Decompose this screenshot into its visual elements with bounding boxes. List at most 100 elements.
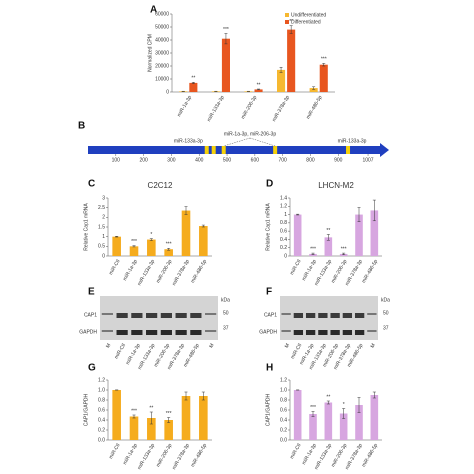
y-tick-label: 10000 xyxy=(155,76,169,82)
bar xyxy=(199,396,208,440)
x-tick-label: miR-486-5p xyxy=(361,258,379,284)
error-bar xyxy=(224,33,228,45)
y-tick-label: 0 xyxy=(284,253,287,259)
y-tick-label: 0.6 xyxy=(98,407,105,413)
blot-row-label: GAPDH xyxy=(259,329,277,335)
blot-band xyxy=(342,313,353,318)
y-axis-label: Relative Cap1 mRNA xyxy=(83,203,89,251)
error-bar xyxy=(201,391,205,401)
significance: ** xyxy=(326,394,330,400)
x-tick-label: miR-133a-3p xyxy=(137,442,157,470)
marker-label: 50 xyxy=(383,310,389,316)
y-tick-label: 1.4 xyxy=(280,195,287,201)
bar xyxy=(254,89,263,92)
x-tick-label: miR-206-3p xyxy=(155,442,173,468)
y-axis-label: CAP1/GAPDH xyxy=(265,393,271,426)
y-tick-label: 0.2 xyxy=(98,427,105,433)
blot-band xyxy=(175,330,187,335)
scale-label: 500 xyxy=(223,157,232,163)
bar xyxy=(147,239,156,256)
bar xyxy=(293,214,302,256)
error-bar xyxy=(357,207,361,222)
bar xyxy=(164,249,173,256)
error-bar xyxy=(279,67,283,73)
y-tick-label: 0.0 xyxy=(280,437,287,443)
blot-band xyxy=(293,313,304,318)
x-tick-label: miR-133a-3p xyxy=(137,258,157,286)
error-bar xyxy=(296,213,300,216)
error-bar xyxy=(326,400,330,405)
lane-label: M xyxy=(284,343,291,350)
panel-letter: A xyxy=(150,5,157,16)
blot-band xyxy=(354,330,365,335)
x-tick-label: miR-1a-3p xyxy=(122,258,139,281)
bar xyxy=(293,390,302,440)
marker-label: 50 xyxy=(223,310,229,316)
error-bar xyxy=(372,199,376,222)
significance: * xyxy=(343,402,345,408)
blot-band xyxy=(205,313,217,315)
scale-label: 700 xyxy=(278,157,287,163)
panel-letter: H xyxy=(266,363,273,374)
panel-letter: F xyxy=(266,287,272,298)
y-tick-label: 2.5 xyxy=(98,205,105,211)
error-bar xyxy=(149,238,153,241)
kda-label: kDa xyxy=(221,297,230,303)
bar xyxy=(147,418,156,440)
y-tick-label: 30000 xyxy=(155,50,169,56)
error-bar xyxy=(132,414,136,419)
significance: *** xyxy=(223,27,229,33)
y-tick-label: 0.5 xyxy=(98,244,105,250)
legend-swatch xyxy=(285,13,289,17)
x-tick-label: miR-378a-3p xyxy=(171,442,191,470)
connector xyxy=(223,137,251,147)
error-bar xyxy=(132,245,136,248)
y-tick-label: 1.0 xyxy=(98,387,105,393)
error-bar xyxy=(342,408,346,419)
panel-letter: E xyxy=(88,287,95,298)
bar xyxy=(287,29,296,93)
y-tick-label: 0.4 xyxy=(98,417,105,423)
scale-label: 1007 xyxy=(362,157,373,163)
error-bar xyxy=(342,252,346,256)
y-tick-label: 0.6 xyxy=(280,228,287,234)
panel-letter: B xyxy=(78,121,85,132)
error-bar xyxy=(257,88,261,91)
blot-row-label: GAPDH xyxy=(79,329,97,335)
y-axis-label: CAP1/GAPDH xyxy=(83,393,89,426)
error-bar xyxy=(357,397,361,413)
scale-label: 600 xyxy=(251,157,260,163)
lane-label: miR-Ctl xyxy=(113,343,127,360)
y-tick-label: 0.4 xyxy=(280,237,287,243)
blot-band xyxy=(318,313,328,318)
legend-label: Differentiated xyxy=(291,19,321,25)
x-tick-label: miR-206-3p xyxy=(155,258,173,284)
blot-band xyxy=(318,330,328,335)
bar xyxy=(112,236,121,256)
connector xyxy=(249,137,276,147)
error-bar xyxy=(311,252,315,256)
panel-letter: D xyxy=(266,179,273,190)
blot-band xyxy=(330,313,340,318)
blot-band xyxy=(367,330,377,332)
significance: *** xyxy=(341,246,347,252)
blot-band xyxy=(293,330,304,335)
y-tick-label: 0.0 xyxy=(98,437,105,443)
blot-band xyxy=(190,330,202,335)
scale-label: 100 xyxy=(112,157,121,163)
x-tick-label: miR-1a-3p xyxy=(301,442,318,465)
blot-band xyxy=(160,313,172,318)
y-tick-label: 3 xyxy=(102,195,105,201)
significance: *** xyxy=(310,405,316,411)
x-tick-label: miR-206-3p xyxy=(240,94,258,120)
error-bar xyxy=(184,391,188,401)
bar xyxy=(355,405,363,440)
y-tick-label: 1.2 xyxy=(280,204,287,210)
significance: *** xyxy=(166,242,172,248)
error-bar xyxy=(184,206,188,215)
bar xyxy=(309,414,317,440)
blot-band xyxy=(330,330,340,335)
x-tick-label: miR-486-5p xyxy=(361,442,379,468)
x-tick-label: miR-378a-3p xyxy=(171,258,191,286)
y-tick-label: 20000 xyxy=(155,63,169,69)
